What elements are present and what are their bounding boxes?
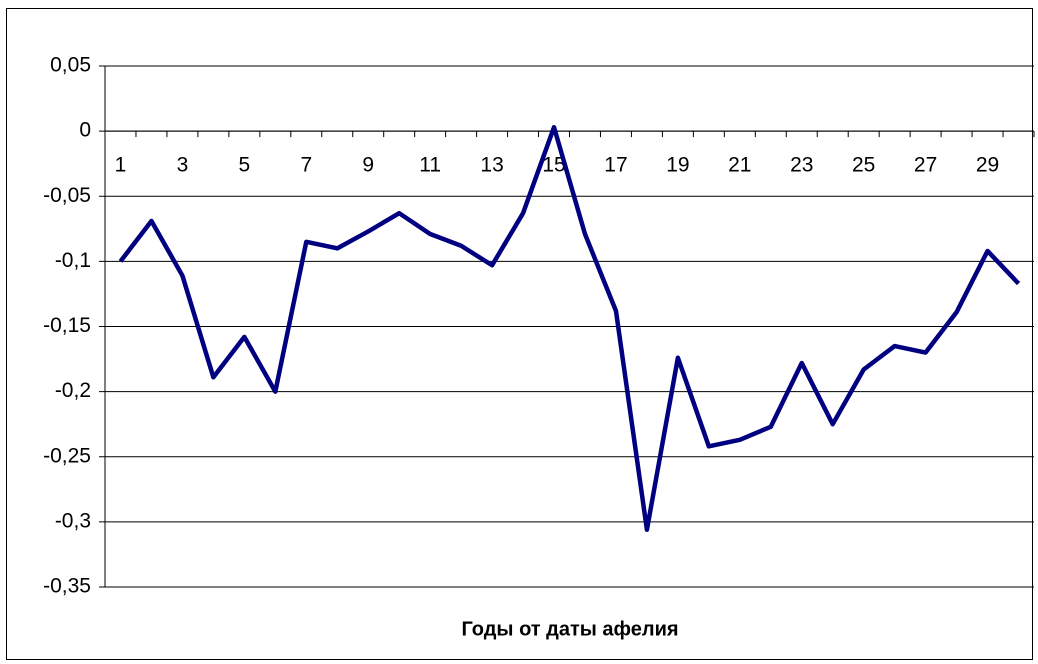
y-tick-label: -0,1 (55, 249, 91, 272)
y-tick-label: -0,3 (55, 509, 91, 532)
x-tick-label: 11 (419, 154, 441, 177)
x-tick-label: 21 (728, 154, 751, 177)
chart-border (6, 8, 1033, 660)
y-tick-label: -0,2 (55, 379, 91, 402)
x-tick-label: 7 (300, 154, 312, 177)
y-tick-label: -0,25 (43, 444, 91, 467)
x-tick-label: 23 (790, 154, 813, 177)
y-tick-label: -0,35 (43, 575, 91, 598)
y-tick-label: -0,05 (43, 184, 91, 207)
x-tick-label: 13 (480, 154, 503, 177)
x-tick-label: 19 (666, 154, 689, 177)
x-tick-label: 27 (914, 154, 937, 177)
x-axis-title: Годы от даты афелия (461, 618, 678, 640)
data-line (118, 124, 1021, 532)
x-tick-label: 1 (115, 154, 127, 177)
x-tick-label: 25 (852, 154, 875, 177)
y-tick-label: -0,15 (43, 314, 91, 337)
x-tick-label: 17 (604, 154, 627, 177)
x-tick-label: 3 (177, 154, 189, 177)
x-tick-label: 9 (362, 154, 374, 177)
x-tick-label: 15 (542, 154, 565, 177)
y-tick-label: 0 (79, 119, 91, 142)
y-tick-label: 0,05 (50, 54, 91, 77)
x-tick-label: 29 (976, 154, 999, 177)
x-tick-label: 5 (239, 154, 251, 177)
